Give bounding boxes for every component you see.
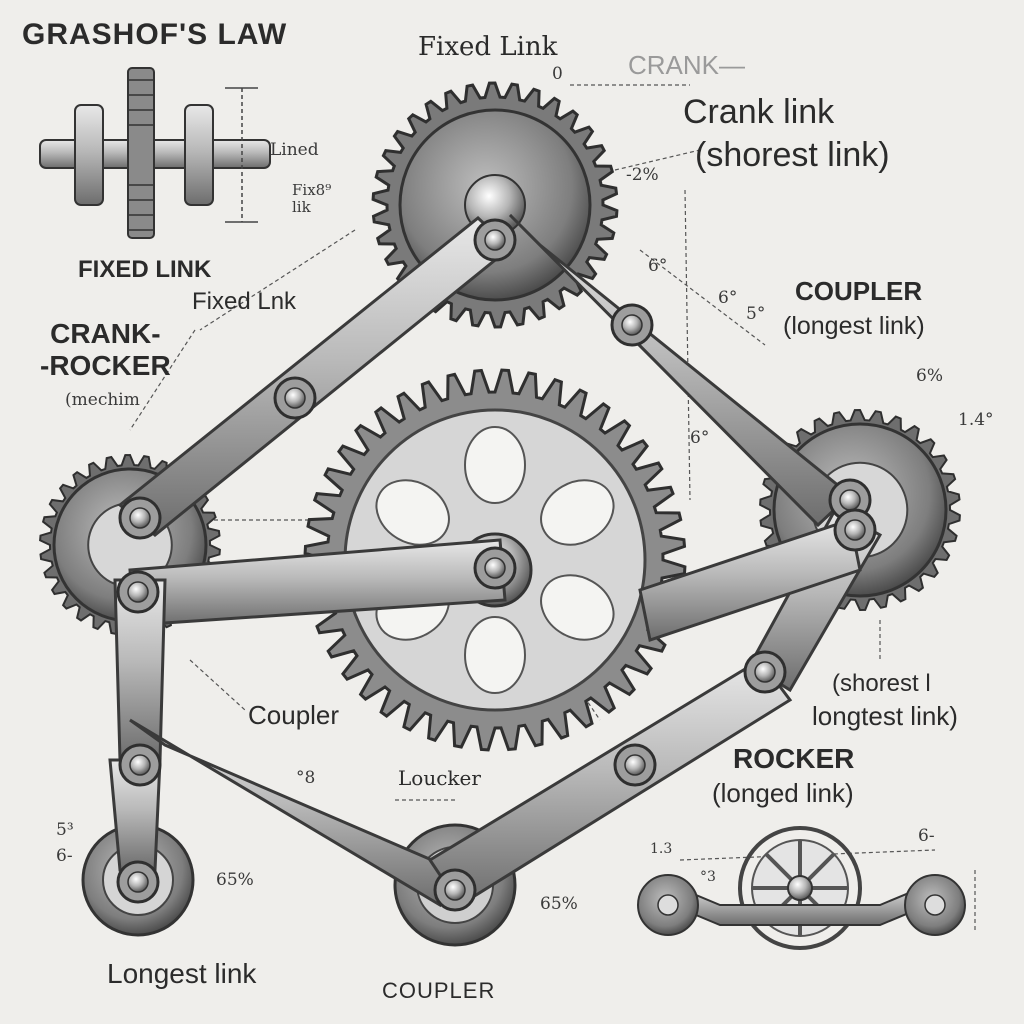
label-loucker: Loucker [398,766,481,790]
gear-spoke-window [540,479,615,546]
label-fixed-link-top: Fixed Link [418,32,558,62]
label-coupler-bottom: COUPLER [382,978,496,1003]
dim-11: 65% [540,894,578,914]
dim-8: 5³ [56,820,74,840]
dim-3: 6° [718,288,738,308]
dim-13: 1.3 [650,841,673,857]
dim-5: 6% [916,366,943,386]
dim-10: 65% [216,870,254,890]
dim-2: 6° [648,256,668,276]
label-coupler-right: COUPLER [795,276,923,306]
label-fixed-link-mid: Fixed Lnk [192,288,297,315]
gear-spoke-window [540,574,615,641]
dim-6: 1.4° [958,410,994,430]
pivot-pin-center [127,581,149,603]
pivot-pin-center [621,314,643,336]
bar-right-horizontal [638,518,862,642]
label-longest-link-right-top: (longest link) [783,312,925,340]
pivot-pin-center [484,557,506,579]
pivot-pin-center [484,229,506,251]
dim-12: 6- [918,826,935,846]
label-longest-link-right: longtest link) [812,701,958,731]
small-mechanism [637,826,966,950]
label-rocker: ROCKER [733,743,855,774]
gear-spoke-window [464,616,526,694]
pivot-pin-center [284,387,306,409]
dim-4: 5° [746,304,766,324]
inset-shaft [39,67,271,239]
pivot-pin-center [839,489,861,511]
dim-7: 6° [690,428,710,448]
pivot-pin-center [129,754,151,776]
label-inset-lined: Lined [270,140,319,160]
label-crank-link: Crank link [683,93,835,131]
pivot-pin-center [754,661,776,683]
gear-spoke-window [375,479,450,546]
label-shorest-right: (shorest l [832,670,931,697]
pivot-pin-center [844,519,866,541]
label-coupler-lower: Coupler [248,700,340,730]
label-shortest-link: (shorest link) [695,136,890,174]
label-inset-fixed-small: Fix8⁹ lik [292,181,332,216]
dim-1: -2% [626,165,659,185]
label-longest-link-bottom: Longest link [107,958,257,989]
pivot-pin-center [127,871,149,893]
pivot-pins [116,218,877,912]
label-top-zero: 0 [552,64,563,84]
diagram-title: GRASHOF'S LAW [22,18,288,51]
dim-9: 6- [56,846,73,866]
label-mechanism: (mechim [65,390,140,410]
label-crank-rocker: CRANK- -ROCKER [40,318,171,382]
linkage-bars [108,213,883,908]
pivot-pin-center [624,754,646,776]
gear-spoke-window [464,426,526,504]
pivot-pin-center [444,879,466,901]
label-longed-link: (longed link) [712,778,854,808]
dim-14: °3 [700,869,716,885]
pivot-pin-center [129,507,151,529]
dim-15: °8 [296,768,316,788]
label-crank-faint: CRANK— [628,50,746,80]
label-fixed-link-caps: FIXED LINK [78,256,212,283]
